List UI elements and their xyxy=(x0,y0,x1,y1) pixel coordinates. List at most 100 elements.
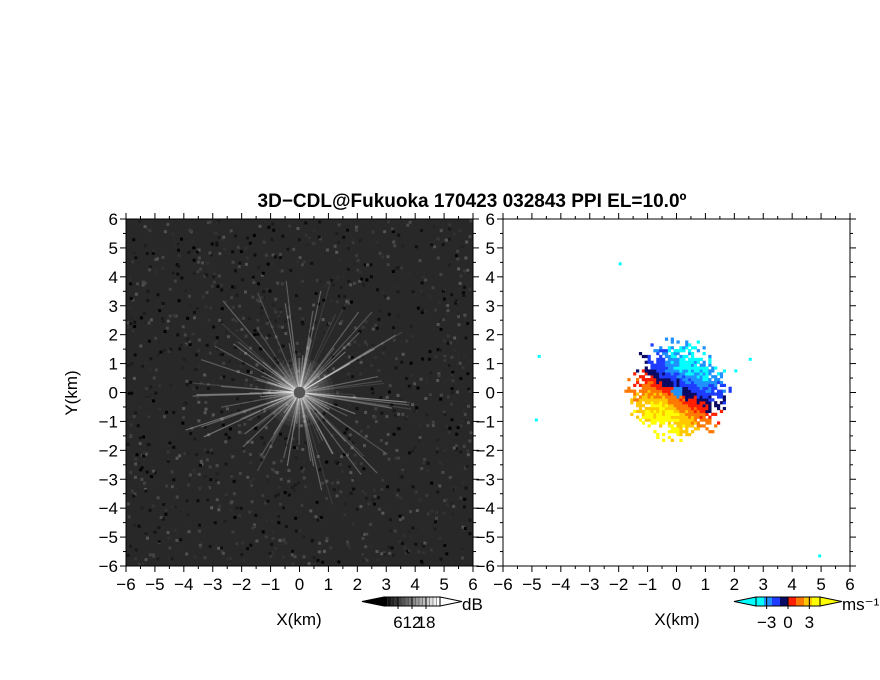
noise-pixel xyxy=(220,307,224,311)
noise-pixel xyxy=(210,333,214,337)
velocity-pixel xyxy=(693,404,698,408)
velocity-pixel xyxy=(705,406,709,411)
velocity-pixel xyxy=(659,349,663,353)
noise-pixel xyxy=(217,504,221,508)
noise-pixel xyxy=(386,220,390,224)
noise-pixel xyxy=(469,500,473,504)
velocity-pixel xyxy=(705,369,709,373)
noise-pixel xyxy=(271,551,275,555)
noise-pixel xyxy=(195,386,199,390)
velocity-pixel xyxy=(673,380,677,385)
velocity-pixel xyxy=(670,404,674,408)
noise-pixel xyxy=(430,509,434,513)
noise-pixel xyxy=(164,512,168,516)
noise-pixel xyxy=(303,410,307,414)
velocity-pixel xyxy=(664,378,669,382)
velocity-pixel xyxy=(676,392,680,396)
noise-pixel xyxy=(132,251,136,255)
velocity-pixel xyxy=(714,424,718,428)
echo-streak xyxy=(240,391,300,420)
velocity-pixel xyxy=(679,346,683,350)
noise-pixel xyxy=(131,329,135,333)
noise-pixel xyxy=(446,309,450,313)
velocity-pixel xyxy=(690,418,695,422)
noise-pixel xyxy=(294,529,298,533)
velocity-pixel xyxy=(641,383,645,388)
noise-pixel xyxy=(363,557,367,561)
velocity-pixel xyxy=(719,389,724,393)
noise-pixel xyxy=(187,562,191,566)
noise-pixel xyxy=(148,268,152,272)
velocity-pixel xyxy=(682,409,686,414)
noise-pixel xyxy=(423,541,427,545)
noise-pixel xyxy=(386,432,390,436)
noise-pixel xyxy=(284,439,288,443)
noise-pixel xyxy=(239,364,243,368)
noise-pixel xyxy=(296,439,300,443)
velocity-pixel xyxy=(667,418,672,422)
x-tick-label: 0 xyxy=(672,575,681,594)
noise-pixel xyxy=(332,506,336,510)
noise-pixel xyxy=(461,525,465,529)
noise-pixel xyxy=(397,456,401,460)
noise-pixel xyxy=(332,287,336,291)
velocity-pixel xyxy=(714,404,718,408)
noise-pixel xyxy=(393,529,397,533)
velocity-pixel xyxy=(662,363,666,367)
velocity-pixel xyxy=(699,386,703,390)
noise-pixel xyxy=(178,509,182,513)
noise-pixel xyxy=(165,410,169,414)
noise-pixel xyxy=(343,294,347,298)
noise-pixel xyxy=(235,440,239,444)
noise-pixel xyxy=(223,247,227,251)
noise-pixel xyxy=(240,553,244,557)
y-tick-label: 6 xyxy=(486,210,495,229)
noise-pixel xyxy=(192,254,196,258)
noise-pixel xyxy=(274,511,278,515)
noise-pixel xyxy=(237,430,241,434)
velocity-pixel xyxy=(656,392,660,396)
noise-pixel xyxy=(158,407,162,411)
velocity-pixel xyxy=(696,404,700,408)
noise-pixel xyxy=(274,459,278,463)
noise-pixel xyxy=(204,400,208,404)
velocity-pixel xyxy=(702,375,706,379)
noise-pixel xyxy=(292,395,296,399)
y-tick-label: −2 xyxy=(476,441,495,460)
velocity-pixel xyxy=(676,424,680,428)
noise-pixel xyxy=(203,447,207,451)
noise-pixel xyxy=(435,438,439,442)
velocity-pixel xyxy=(670,366,674,370)
noise-pixel xyxy=(459,274,463,278)
velocity-pixel xyxy=(679,398,683,402)
noise-pixel xyxy=(299,424,303,428)
echo-streak xyxy=(221,322,300,393)
noise-pixel xyxy=(167,557,171,561)
noise-pixel xyxy=(127,364,131,368)
noise-pixel xyxy=(304,441,308,445)
velocity-pixel xyxy=(676,380,680,385)
velocity-pixel xyxy=(716,392,721,396)
noise-pixel xyxy=(369,522,373,526)
velocity-pixel xyxy=(711,380,715,385)
echo-streak xyxy=(299,331,403,394)
noise-pixel xyxy=(468,235,472,239)
noise-pixel xyxy=(134,462,138,466)
colorbar-segment xyxy=(796,597,805,606)
noise-pixel xyxy=(363,492,367,496)
noise-pixel xyxy=(293,555,297,559)
noise-pixel xyxy=(145,398,149,402)
velocity-pixel xyxy=(696,427,700,431)
noise-pixel xyxy=(284,437,288,441)
noise-pixel xyxy=(311,241,315,245)
noise-pixel xyxy=(229,411,233,415)
noise-pixel xyxy=(281,556,285,560)
noise-pixel xyxy=(294,510,298,514)
noise-pixel xyxy=(347,343,351,347)
velocity-pixel xyxy=(676,349,680,353)
noise-pixel xyxy=(253,523,257,527)
noise-pixel xyxy=(317,302,321,306)
noise-pixel xyxy=(131,454,135,458)
noise-pixel xyxy=(208,465,212,469)
